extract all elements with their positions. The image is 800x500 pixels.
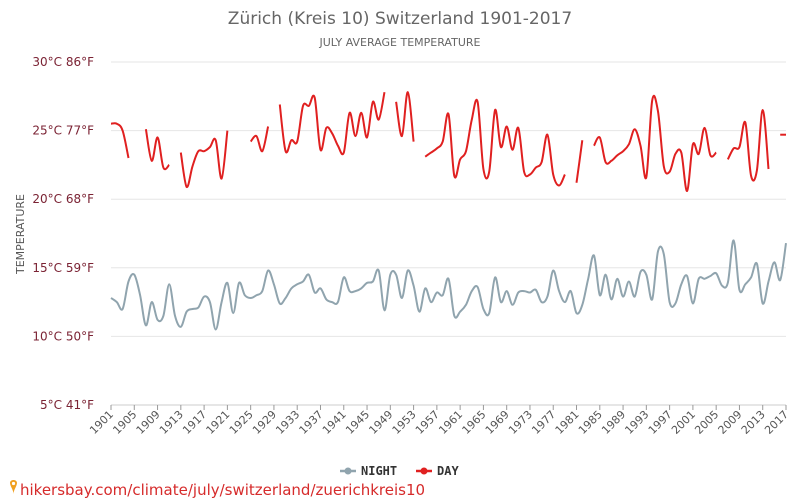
day-series-line (144, 129, 170, 171)
legend[interactable]: NIGHT DAY (340, 464, 459, 478)
day-series-line (726, 108, 770, 182)
day-series-line (424, 98, 566, 187)
x-tick-label: 1981 (553, 408, 582, 437)
x-tick-label: 1957 (413, 408, 442, 437)
legend-day-marker-icon (420, 467, 428, 475)
day-series-line (575, 140, 584, 183)
x-tick-label: 1989 (599, 408, 628, 437)
y-tick-label: 25°C 77°F (32, 124, 94, 138)
day-series-line (593, 94, 717, 193)
x-tick-label: 1925 (227, 408, 256, 437)
x-tick-label: 1909 (134, 408, 163, 437)
legend-day-label[interactable]: DAY (437, 464, 459, 478)
y-axis-label: TEMPERATURE (14, 194, 27, 275)
x-tick-label: 1949 (366, 408, 395, 437)
x-tick-label: 1985 (576, 408, 605, 437)
x-tick-label: 1945 (343, 408, 372, 437)
day-series-line (278, 91, 386, 156)
x-tick-label: 1933 (273, 408, 302, 437)
x-tick-label: 1917 (180, 408, 209, 437)
location-pin-dot-icon (11, 481, 16, 486)
x-tick-label: 1993 (622, 408, 651, 437)
x-tick-label: 1961 (436, 408, 465, 437)
source-url[interactable]: hikersbay.com/climate/july/switzerland/z… (20, 481, 425, 499)
y-tick-label: 15°C 59°F (32, 261, 94, 275)
x-tick-label: 2017 (762, 408, 791, 437)
x-tick-label: 1997 (646, 408, 675, 437)
x-tick-label: 2009 (716, 408, 745, 437)
y-tick-label: 5°C 41°F (40, 398, 94, 412)
x-tick-label: 1941 (320, 408, 349, 437)
x-tick-label: 1905 (110, 408, 139, 437)
y-tick-label: 10°C 50°F (32, 329, 94, 343)
legend-night-label[interactable]: NIGHT (361, 464, 397, 478)
x-tick-label: 1969 (483, 408, 512, 437)
x-tick-label: 1901 (87, 408, 116, 437)
x-tick-labels: 1901190519091913191719211925192919331937… (87, 408, 791, 437)
day-series-line (110, 122, 130, 159)
x-tick-label: 1929 (250, 408, 279, 437)
chart-title: Zürich (Kreis 10) Switzerland 1901-2017 (228, 9, 572, 29)
location-pin-icon (10, 480, 17, 494)
y-tick-label: 20°C 68°F (32, 192, 94, 206)
x-tick-label: 1953 (390, 408, 419, 437)
legend-night-marker-icon (344, 467, 352, 475)
x-tick-label: 2013 (739, 408, 768, 437)
x-tick-label: 1965 (460, 408, 489, 437)
data-series (110, 91, 787, 331)
y-tick-label: 30°C 86°F (32, 55, 94, 69)
x-tick-label: 1977 (529, 408, 558, 437)
x-tick-label: 2005 (692, 408, 721, 437)
y-tick-labels: 30°C 86°F 25°C 77°F 20°C 68°F 15°C 59°F 10°C… (32, 55, 94, 412)
grid-lines (110, 61, 787, 410)
chart-subtitle: JULY AVERAGE TEMPERATURE (319, 36, 481, 49)
night-series-line (110, 239, 787, 331)
x-tick-label: 2001 (669, 408, 698, 437)
day-series-line (395, 91, 415, 142)
day-series-line (249, 126, 270, 153)
x-tick-label: 1937 (297, 408, 326, 437)
x-tick-label: 1973 (506, 408, 535, 437)
x-tick-label: 1913 (157, 408, 186, 437)
day-series-line (179, 130, 229, 188)
x-tick-label: 1921 (204, 408, 233, 437)
source-link[interactable]: hikersbay.com/climate/july/switzerland/z… (10, 480, 425, 499)
